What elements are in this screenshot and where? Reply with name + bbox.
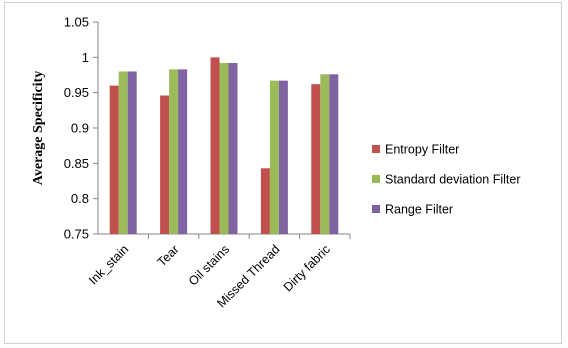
x-category-label: Dirty fabric <box>281 242 333 294</box>
legend-label: Entropy Filter <box>385 143 459 157</box>
bar-entropy-1 <box>160 95 170 234</box>
bar-range-4 <box>329 74 339 234</box>
bar-std-dev-4 <box>320 74 330 234</box>
y-tick-label: 1.05 <box>64 15 89 30</box>
y-tick-label: 1 <box>82 50 89 65</box>
y-tick-label: 0.9 <box>71 121 89 136</box>
legend-label: Range Filter <box>385 203 453 217</box>
bar-std-dev-3 <box>269 80 279 234</box>
bar-std-dev-0 <box>118 71 128 234</box>
bar-entropy-0 <box>109 85 119 234</box>
x-category-label: Tear <box>155 242 182 269</box>
bar-range-2 <box>228 62 238 235</box>
y-tick-label: 0.85 <box>64 156 89 171</box>
legend-swatch <box>372 175 380 183</box>
legend-swatch <box>372 205 380 213</box>
x-category-label: Ink_stain <box>86 242 131 287</box>
bar-entropy-2 <box>210 57 220 235</box>
y-axis-title: Average Specificity <box>31 71 46 185</box>
legend-label: Standard deviation Filter <box>385 173 521 187</box>
x-category-label: Oil stains <box>186 242 232 288</box>
bar-range-3 <box>278 80 288 234</box>
y-tick-label: 0.75 <box>64 227 89 242</box>
y-tick-label: 0.95 <box>64 85 89 100</box>
bar-entropy-3 <box>260 168 270 234</box>
bar-std-dev-2 <box>219 62 229 235</box>
bar-range-0 <box>127 71 137 234</box>
bar-std-dev-1 <box>169 69 179 234</box>
y-tick-label: 0.8 <box>71 191 89 206</box>
bar-range-1 <box>178 69 188 234</box>
bar-entropy-4 <box>311 84 321 234</box>
legend-swatch <box>372 145 380 153</box>
